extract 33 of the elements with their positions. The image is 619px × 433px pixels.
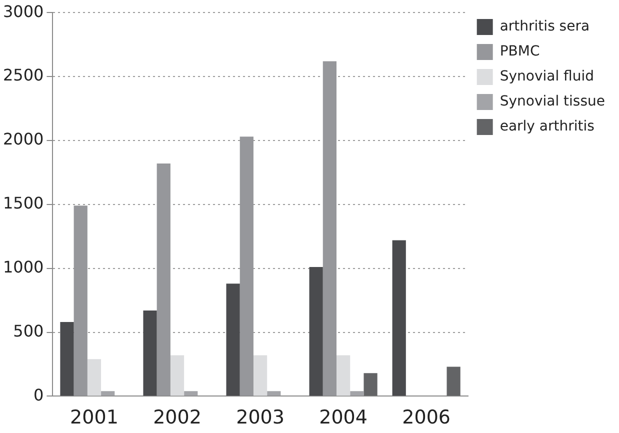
y-tick-label: 3000 xyxy=(3,2,44,21)
x-tick-label: 2004 xyxy=(319,406,368,429)
legend-label: PBMC xyxy=(500,44,540,60)
y-tick-label: 2000 xyxy=(3,130,44,149)
bar xyxy=(309,267,323,396)
bar xyxy=(226,284,240,396)
y-tick-label: 1000 xyxy=(3,257,44,276)
bar xyxy=(336,355,350,396)
legend-label: early arthritis xyxy=(500,118,594,135)
bar xyxy=(392,240,406,396)
bar xyxy=(156,163,170,396)
y-tick-label: 0 xyxy=(34,385,44,404)
y-tick-label: 500 xyxy=(13,321,44,340)
y-tick-label: 2500 xyxy=(3,66,44,85)
bar xyxy=(60,322,74,396)
y-tick-label: 1500 xyxy=(3,194,44,213)
x-tick-label: 2001 xyxy=(70,406,118,429)
bar xyxy=(101,391,115,396)
x-tick-label: 2003 xyxy=(236,406,284,429)
bar xyxy=(446,366,460,396)
bar xyxy=(364,373,378,396)
bar xyxy=(267,391,281,396)
legend-label: arthritis sera xyxy=(500,18,590,35)
legend-label: Synovial tissue xyxy=(500,94,606,110)
bar xyxy=(350,391,364,396)
bar xyxy=(253,355,268,396)
legend-label: Synovial fluid xyxy=(500,68,594,85)
x-tick-label: 2006 xyxy=(402,406,451,429)
bar xyxy=(170,355,184,396)
bar xyxy=(143,310,157,396)
bar xyxy=(184,391,198,396)
x-tick-label: 2002 xyxy=(153,406,202,429)
bar xyxy=(87,359,102,396)
